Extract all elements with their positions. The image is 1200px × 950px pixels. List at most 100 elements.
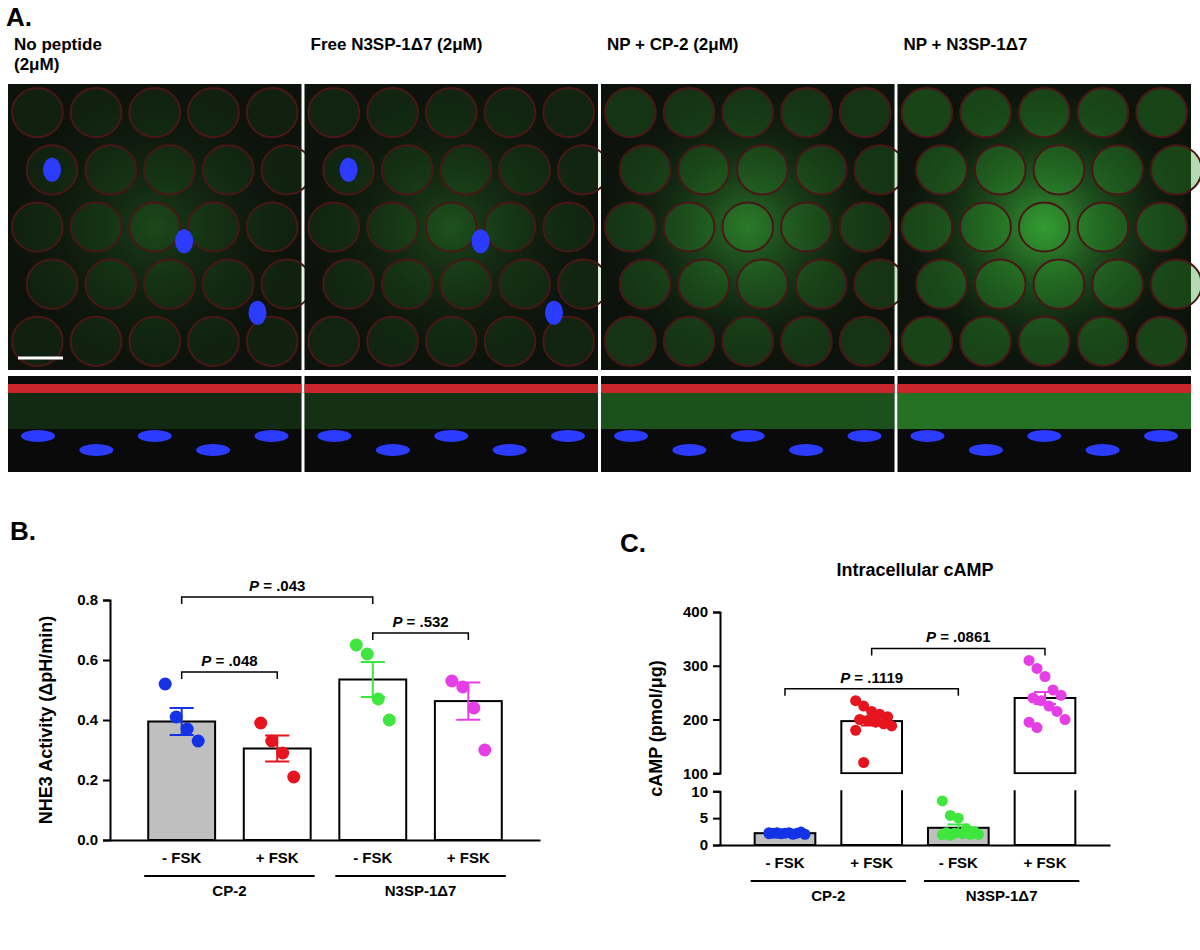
tick-mark: [103, 720, 110, 722]
data-point: [159, 678, 172, 691]
cell: [247, 202, 298, 251]
tick-label: 0: [700, 836, 708, 853]
tick-label: 100: [683, 765, 708, 782]
cell: [1092, 260, 1143, 309]
cell: [426, 317, 477, 366]
tick: 5: [700, 809, 720, 826]
cell: [382, 260, 433, 309]
cell: [916, 145, 967, 194]
strip-nucleus: [196, 444, 230, 456]
strip-nucleus: [255, 430, 289, 442]
panel-label: C.: [620, 528, 646, 558]
cell: [426, 202, 477, 251]
image-panel: [898, 84, 1200, 370]
group-underline: [144, 875, 314, 877]
strip-nucleus: [1086, 444, 1120, 456]
strip-nucleus: [551, 430, 585, 442]
column-label: (2μM): [14, 55, 59, 74]
tick-mark: [713, 612, 720, 614]
y-axis: 0510: [691, 783, 720, 854]
data-point: [850, 725, 861, 736]
cell: [664, 88, 715, 137]
nucleus: [545, 301, 563, 325]
image-background: [8, 84, 302, 370]
strip-red: [898, 384, 1192, 393]
cell: [323, 260, 374, 309]
cell: [781, 317, 832, 366]
cell: [1019, 317, 1070, 366]
data-point: [361, 648, 374, 661]
cell: [382, 145, 433, 194]
tick: 0.4: [77, 711, 110, 728]
image-strip: [601, 376, 895, 472]
y-axis-title: cAMP (pmol/μg): [646, 660, 666, 797]
data-point: [445, 675, 458, 688]
plot-area: [755, 790, 1076, 845]
strip-red: [8, 384, 302, 393]
cell: [543, 317, 594, 366]
cell: [129, 317, 180, 366]
cell: [840, 202, 891, 251]
cell: [796, 260, 847, 309]
cell: [71, 317, 122, 366]
tick: + FSK: [256, 840, 299, 866]
strip-nucleus: [79, 444, 113, 456]
strip-nucleus: [911, 430, 945, 442]
strip-background: [8, 376, 302, 472]
cell: [1019, 88, 1070, 137]
image-background: [601, 84, 895, 370]
data-point: [1040, 671, 1051, 682]
cell: [902, 202, 953, 251]
tick-mark: [713, 773, 720, 775]
data-point: [1052, 706, 1063, 717]
cell: [722, 317, 773, 366]
cell: [71, 88, 122, 137]
error-bar: [361, 662, 385, 697]
column-label: Free N3SP-1Δ7 (2μM): [311, 35, 483, 54]
cell: [12, 317, 63, 366]
tick-mark: [103, 840, 110, 842]
data-point: [456, 681, 469, 694]
y-axis: 0.00.20.40.60.8: [77, 591, 110, 848]
cell: [27, 260, 78, 309]
cell: [543, 202, 594, 251]
axis-line: [111, 840, 541, 842]
bar: [435, 701, 502, 840]
chart-title: Intracellular cAMP: [836, 560, 993, 580]
cell: [485, 88, 536, 137]
significance-bracket: [373, 633, 469, 640]
data-point: [276, 747, 289, 760]
tick-mark: [713, 818, 720, 820]
bar: [841, 721, 902, 773]
cell: [781, 88, 832, 137]
tick-label: 400: [683, 603, 708, 620]
cell: [367, 317, 418, 366]
cell: [605, 202, 656, 251]
image-strip: [8, 376, 302, 472]
strip-nucleus: [318, 430, 352, 442]
axis-line: [713, 613, 721, 774]
cell: [1151, 260, 1200, 309]
cell: [678, 260, 729, 309]
cell: [144, 145, 195, 194]
cell: [309, 317, 360, 366]
cell: [678, 145, 729, 194]
cell: [1136, 88, 1187, 137]
tick-label: - FSK: [939, 854, 978, 871]
cell: [129, 202, 180, 251]
tick: + FSK: [1024, 845, 1067, 871]
cell: [737, 145, 788, 194]
bar: [339, 680, 406, 841]
data-point: [170, 711, 183, 724]
image-panel: [601, 84, 905, 370]
cell: [12, 88, 63, 137]
tick-label: + FSK: [447, 849, 490, 866]
data-point: [467, 702, 480, 715]
strip-green: [601, 393, 895, 429]
tick-mark: [713, 791, 720, 793]
tick: 200: [683, 711, 720, 728]
image-strip: [898, 376, 1192, 472]
tick-mark: [713, 665, 720, 667]
cell: [247, 317, 298, 366]
tick: 100: [683, 765, 720, 782]
